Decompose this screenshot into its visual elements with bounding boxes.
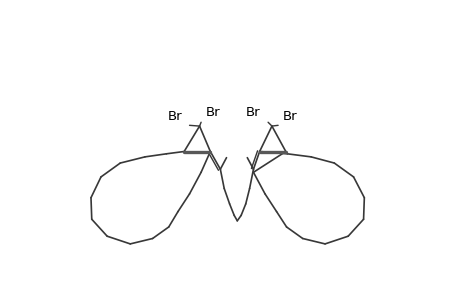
Text: Br: Br [282, 110, 297, 123]
Text: Br: Br [245, 106, 260, 119]
Text: Br: Br [205, 106, 220, 119]
Text: Br: Br [168, 110, 182, 123]
